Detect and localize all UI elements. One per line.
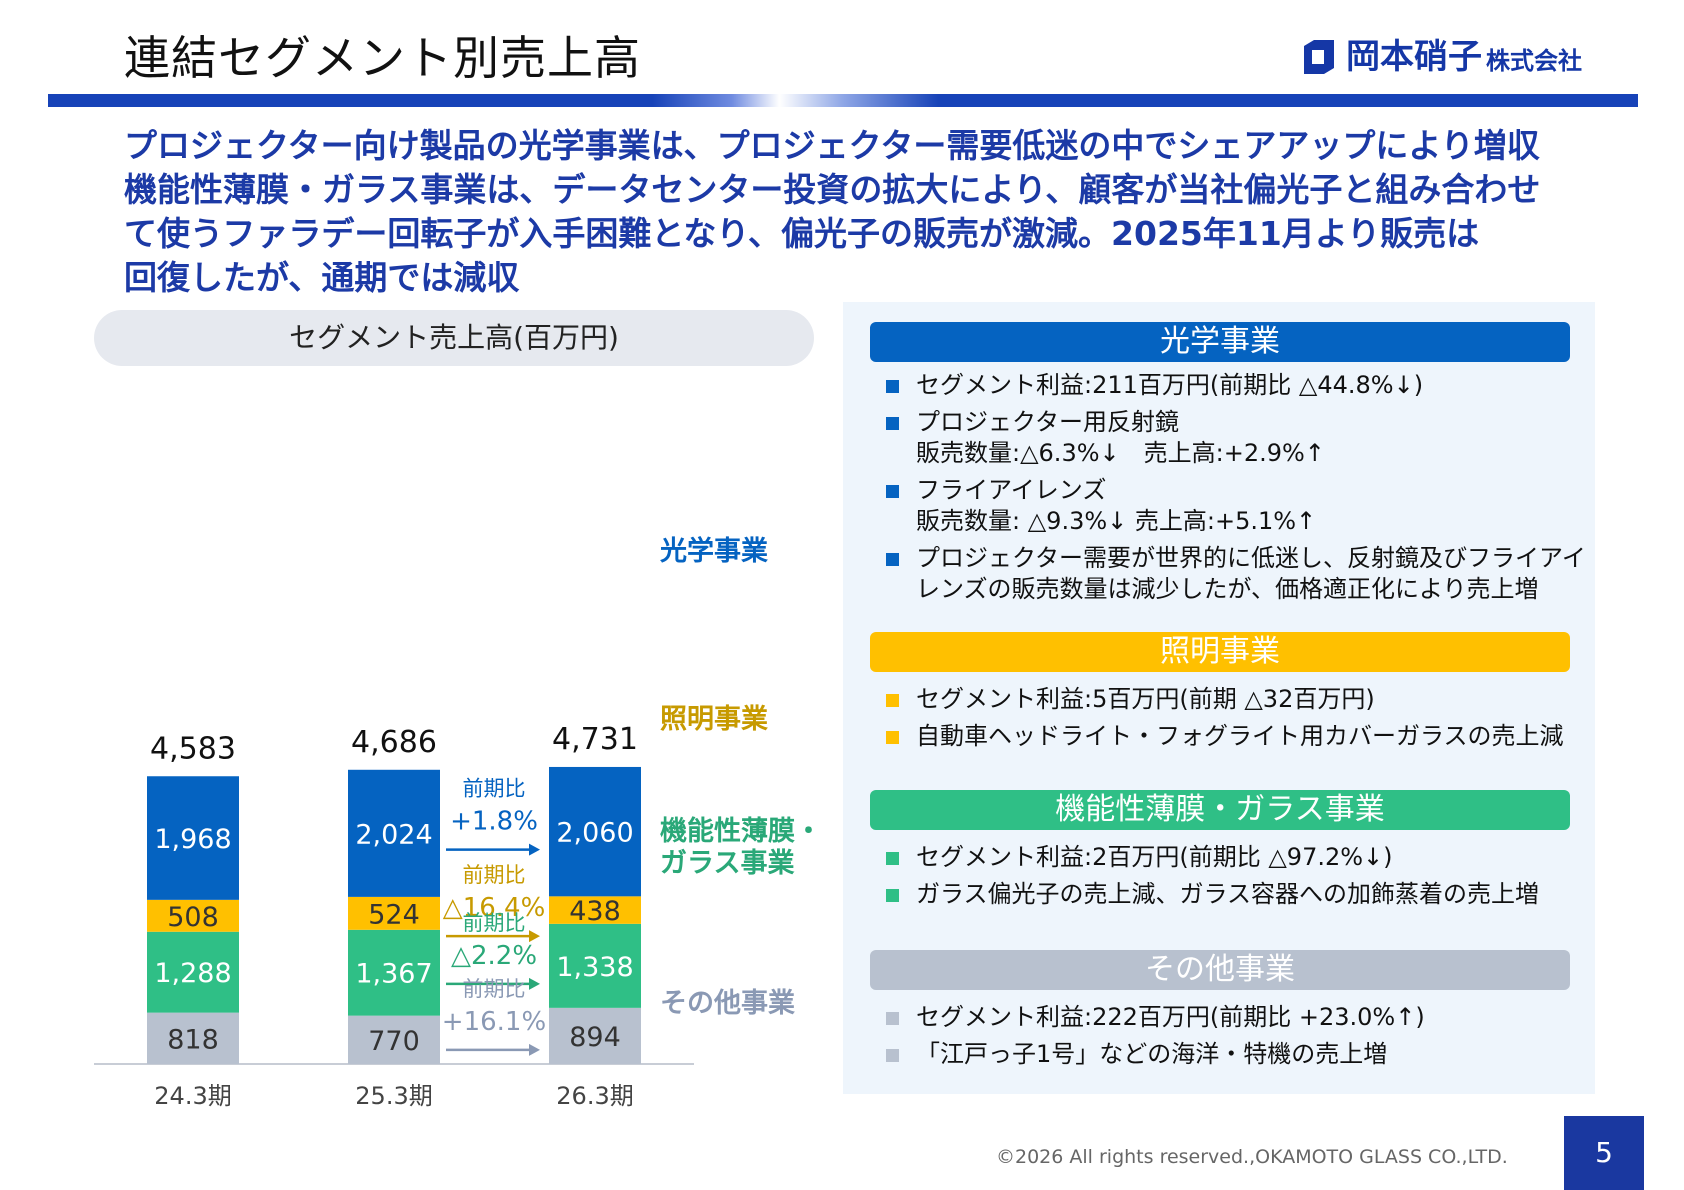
bullet-item: セグメント利益:211百万円(前期比 △44.8%↓) [886,370,1586,401]
data-label: 894 [569,1022,621,1053]
yoy-label: 前期比 [463,911,526,935]
yoy-label: 前期比 [463,863,526,887]
bullet-item: 自動車ヘッドライト・フォグライト用カバーガラスの売上減 [886,721,1586,752]
yoy-value: △2.2% [451,941,537,971]
bar-segment [549,1007,641,1064]
bar-total-label: 4,583 [150,731,236,766]
bullet-square-icon [886,553,899,566]
headline: プロジェクター向け製品の光学事業は、プロジェクター需要低迷の中でシェアアップによ… [124,124,1594,300]
bullet-item: ガラス偏光子の売上減、ガラス容器への加飾蒸着の売上増 [886,879,1586,910]
data-label: 1,367 [355,959,432,990]
bar-segment [549,896,641,924]
bullet-item: フライアイレンズ 販売数量: △9.3%↓ 売上高:+5.1%↑ [886,475,1586,537]
series-label: 光学事業 [659,535,768,567]
yoy-value: +1.8% [450,807,538,837]
data-label: 524 [368,899,420,930]
series-label: 照明事業 [660,704,768,735]
bar-total-label: 4,731 [552,722,638,757]
arrow-right-icon [529,930,540,943]
copyright-footer: ©2026 All rights reserved.,OKAMOTO GLASS… [996,1146,1508,1168]
segment-header-thinfilm-glass: 機能性薄膜・ガラス事業 [870,790,1570,830]
bullet-item: セグメント利益:222百万円(前期比 +23.0%↑) [886,1002,1586,1033]
bar-segment [147,776,239,900]
chart-title: セグメント売上高(百万円) [94,310,814,366]
data-label: 1,338 [556,952,633,983]
data-label: 1,288 [154,958,231,989]
segment-bullets-thinfilm-glass: セグメント利益:2百万円(前期比 △97.2%↓) ガラス偏光子の売上減、ガラス… [886,842,1586,916]
segment-sales-chart: 818 1,288 508 1,968 4,583 24.3期 770 1,367 524 2,0… [94,535,822,1110]
bullet-item: プロジェクター用反射鏡 販売数量:△6.3%↓ 売上高:+2.9%↑ [886,407,1586,469]
arrow-right-icon [529,843,540,856]
bullet-square-icon [886,1012,899,1025]
bar-segment [549,766,641,897]
data-label: 818 [167,1024,219,1055]
bullet-square-icon [886,417,899,430]
data-label: 438 [569,896,621,927]
data-label: 1,968 [154,824,231,855]
bar-segment [348,929,440,1016]
data-label: 508 [167,902,219,933]
page-title: 連結セグメント別売上高 [124,31,641,85]
segment-header-lighting: 照明事業 [870,632,1570,672]
bar-segment [348,1015,440,1064]
data-label: 770 [368,1026,420,1057]
headline-line: 機能性薄膜・ガラス事業は、データセンター投資の拡大により、顧客が当社偏光子と組み… [124,170,1541,209]
bullet-square-icon [886,852,899,865]
headline-line: て使うファラデー回転子が入手困難となり、偏光子の販売が激減。2025年11月より… [124,214,1480,253]
x-tick-label: 25.3期 [355,1082,432,1110]
yoy-value: △16.4% [443,893,546,923]
bar-segment [147,931,239,1013]
series-label: ガラス事業 [660,848,794,879]
arrow-right-icon [529,977,540,990]
bar-segment [549,923,641,1008]
headline-line: プロジェクター向け製品の光学事業は、プロジェクター需要低迷の中でシェアアップによ… [124,126,1540,165]
logo-mark-icon [1304,40,1334,74]
header-rule [48,94,1638,107]
series-label: その他事業 [660,988,795,1019]
bullet-item: セグメント利益:2百万円(前期比 △97.2%↓) [886,842,1586,873]
bar-segment [348,769,440,897]
segment-bullets-optical: セグメント利益:211百万円(前期比 △44.8%↓) プロジェクター用反射鏡 … [886,370,1586,611]
series-label: 機能性薄膜・ [660,815,822,847]
yoy-label: 前期比 [463,777,526,801]
company-logo: 岡本硝子 株式会社 [1300,38,1582,76]
segment-header-other: その他事業 [870,950,1570,990]
bullet-square-icon [886,889,899,902]
bullet-item: プロジェクター需要が世界的に低迷し、反射鏡及びフライアイ レンズの販売数量は減少… [886,543,1586,605]
yoy-label: 前期比 [463,977,526,1001]
arrow-right-icon [529,1043,540,1056]
x-tick-label: 24.3期 [154,1082,231,1110]
logo-subtext: 株式会社 [1486,47,1582,75]
bar-total-label: 4,686 [351,725,437,760]
logo-text: 岡本硝子 [1346,37,1482,77]
segment-header-optical: 光学事業 [870,322,1570,362]
segment-bullets-other: セグメント利益:222百万円(前期比 +23.0%↑) 「江戸っ子1号」などの海… [886,1002,1586,1076]
yoy-value: +16.1% [442,1007,546,1037]
bullet-square-icon [886,380,899,393]
bullet-square-icon [886,485,899,498]
headline-line: 回復したが、通期では減収 [124,258,520,297]
x-tick-label: 26.3期 [556,1082,633,1110]
bar-segment [348,896,440,930]
page-number: 5 [1564,1116,1644,1190]
bullet-item: 「江戸っ子1号」などの海洋・特機の売上増 [886,1039,1586,1070]
data-label: 2,060 [556,818,633,849]
bullet-item: セグメント利益:5百万円(前期 △32百万円) [886,684,1586,715]
data-label: 2,024 [355,819,432,850]
bar-segment [147,899,239,932]
bullet-square-icon [886,694,899,707]
bullet-square-icon [886,1049,899,1062]
bullet-square-icon [886,731,899,744]
segment-bullets-lighting: セグメント利益:5百万円(前期 △32百万円) 自動車ヘッドライト・フォグライト… [886,684,1586,758]
bar-segment [147,1012,239,1064]
